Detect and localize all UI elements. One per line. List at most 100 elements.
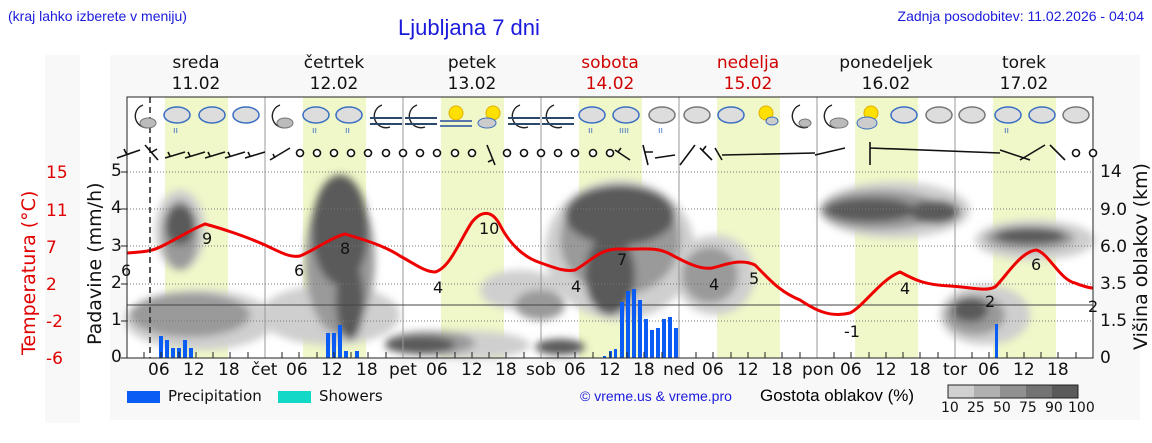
temp-tick: 2 — [46, 275, 57, 295]
x-tick: 12 — [1013, 360, 1035, 380]
density-tick: 100 — [1068, 400, 1095, 416]
temp-label: 6 — [1031, 255, 1041, 274]
cloud-heavy-rain-icon: ıııı — [612, 106, 640, 136]
temp-label: -1 — [844, 322, 860, 341]
x-tick: tor — [943, 360, 968, 380]
cloud-icon — [958, 106, 986, 124]
sun-cloud-icon — [758, 105, 779, 126]
day-header-4: sobota 14.02 — [541, 53, 679, 95]
density-tick: 90 — [1045, 400, 1063, 416]
moon-fog-icon — [508, 104, 540, 129]
precip-tick: 4 — [111, 198, 122, 218]
temp-label: 6 — [121, 261, 131, 280]
density-tick: 25 — [967, 400, 985, 416]
day-name: nedelja — [716, 53, 780, 73]
cloud-rain-icon: ıı — [335, 106, 363, 136]
calm-wind-markers — [295, 148, 1098, 158]
day-name: sobota — [581, 53, 639, 73]
x-tick: 06 — [148, 360, 170, 380]
temp-tick: 15 — [46, 163, 68, 183]
cloud-rain-icon: ıı — [163, 106, 191, 136]
x-tick: 06 — [702, 360, 724, 380]
cloud-icon — [925, 106, 953, 124]
copyright-link[interactable]: © vreme.us & vreme.pro — [580, 388, 732, 404]
cloud-rain-icon: ıı — [578, 106, 606, 136]
x-tick: 12 — [321, 360, 343, 380]
cloud-rain-icon — [198, 106, 226, 124]
day-date: 16.02 — [861, 74, 911, 94]
precipitation-swatch — [127, 390, 160, 403]
x-tick: sob — [526, 360, 557, 380]
moon-fog-icon — [405, 104, 437, 129]
day-date: 12.02 — [309, 74, 359, 94]
moon-cloud-icon — [791, 104, 812, 129]
x-tick: 06 — [840, 360, 862, 380]
precip-tick: 2 — [111, 273, 122, 293]
sun-cloud-icon — [477, 105, 501, 129]
day-header-2: četrtek 12.02 — [265, 53, 403, 95]
cloud-height-tick: 9.0 — [1100, 200, 1128, 220]
density-tick: 10 — [941, 400, 959, 416]
day-name: ponedeljek — [839, 53, 933, 73]
cloud-density-title: Gostota oblakov (%) — [760, 386, 915, 405]
x-tick: 12 — [737, 360, 759, 380]
temp-label: 2 — [1088, 297, 1098, 316]
day-date: 14.02 — [585, 74, 635, 94]
temp-label: 5 — [749, 269, 759, 288]
cloud-icon — [1028, 106, 1056, 124]
density-tick: 50 — [993, 400, 1011, 416]
precip-tick: 0 — [111, 347, 122, 367]
temp-tick: 11 — [46, 201, 68, 221]
temp-label: 7 — [617, 250, 627, 269]
day-header-5: nedelja 15.02 — [679, 53, 817, 95]
x-tick: pet — [389, 360, 417, 380]
x-tick: 18 — [495, 360, 517, 380]
cloud-icon — [717, 106, 745, 124]
temp-label: 8 — [340, 239, 350, 258]
x-tick: čet — [251, 360, 278, 380]
svg-text:ıı: ıı — [1004, 126, 1009, 136]
moon-cloud-rain-icon — [134, 104, 157, 129]
x-tick: ned — [663, 360, 696, 380]
x-tick: 18 — [1047, 360, 1069, 380]
hour-ticks — [143, 352, 1077, 358]
x-tick: 12 — [461, 360, 483, 380]
svg-text:ıı: ıı — [658, 126, 663, 136]
cloud-height-tick: 0 — [1100, 348, 1111, 368]
day-date: 11.02 — [171, 74, 221, 94]
y-ticks — [121, 171, 127, 359]
day-name: četrtek — [303, 53, 365, 73]
temperature-line — [126, 211, 1094, 316]
temp-tick: -6 — [46, 349, 63, 369]
x-tick: 12 — [183, 360, 205, 380]
x-tick: 18 — [356, 360, 378, 380]
x-tick: 06 — [564, 360, 586, 380]
legend-label: Precipitation — [168, 387, 262, 405]
day-name: petek — [447, 53, 497, 73]
cloud-height-tick: 14 — [1100, 162, 1122, 182]
precip-tick: 3 — [111, 236, 122, 256]
temp-label: 2 — [985, 292, 995, 311]
cloud-rain-icon: ıı — [994, 106, 1022, 136]
svg-text:ıı: ıı — [345, 126, 350, 136]
cloud-height-tick: 6.0 — [1100, 237, 1128, 257]
x-tick: 06 — [426, 360, 448, 380]
cloud-height-tick: 1.5 — [1100, 311, 1128, 331]
cloud-rain-icon: ıı — [648, 106, 676, 136]
day-date: 13.02 — [447, 74, 497, 94]
svg-text:ıııı: ıııı — [619, 126, 629, 136]
temp-label: 4 — [433, 278, 443, 297]
legend-label: Showers — [319, 387, 383, 405]
cloud-height-axis-title: Višina oblakov (km) — [1130, 163, 1152, 350]
temp-label: 4 — [709, 275, 719, 294]
svg-text:ıı: ıı — [312, 126, 317, 136]
x-tick: 18 — [218, 360, 240, 380]
day-header-3: petek 13.02 — [403, 53, 541, 95]
cloud-height-tick: 3.5 — [1100, 274, 1128, 294]
density-tick: 75 — [1019, 400, 1037, 416]
cloud-icon — [683, 106, 711, 124]
day-separators — [264, 97, 956, 358]
cloud-icon — [232, 106, 260, 124]
legend-showers: Showers — [278, 387, 383, 405]
